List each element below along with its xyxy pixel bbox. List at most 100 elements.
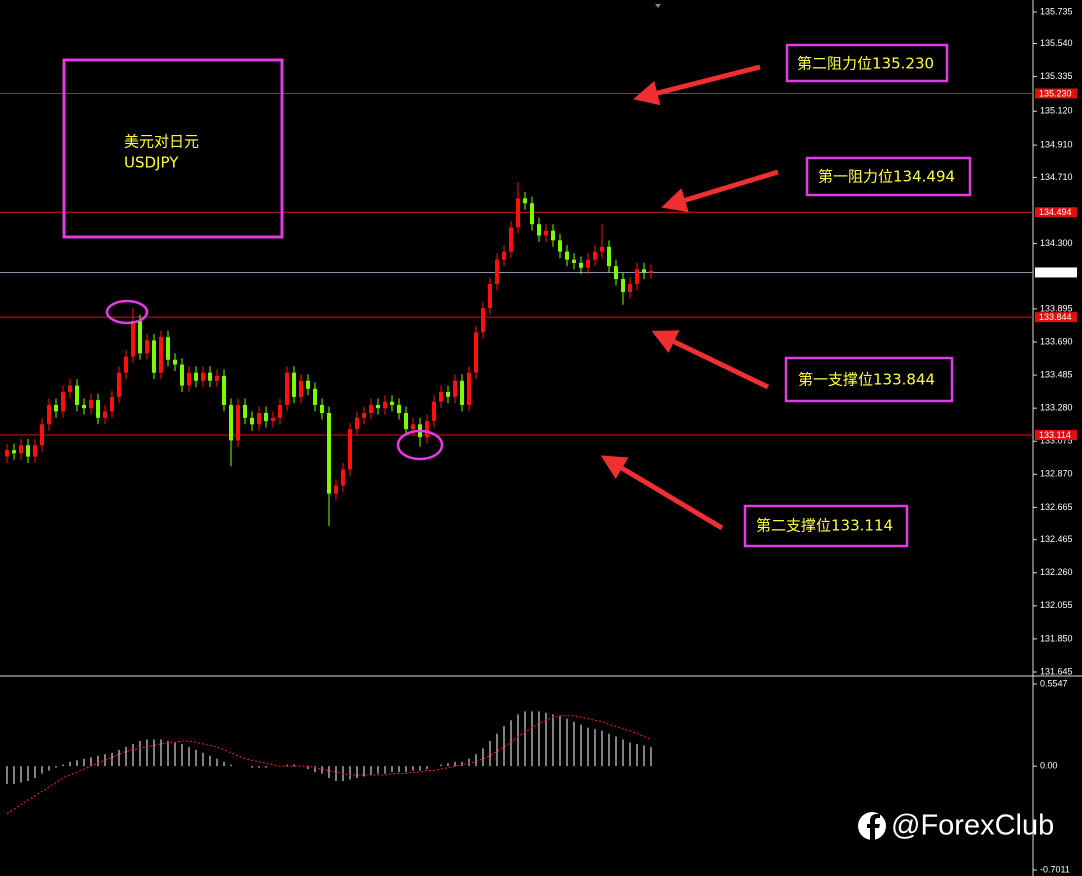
candle-body [404, 413, 408, 430]
candle-body [397, 404, 401, 414]
level-tag [1035, 267, 1077, 278]
candle-body [250, 417, 254, 425]
candle-body [5, 450, 9, 457]
candle-body [390, 401, 394, 405]
y-tick-label: 134.710 [1040, 172, 1073, 182]
candle-body [68, 385, 72, 393]
candle-body [355, 417, 359, 430]
arrow [651, 330, 770, 390]
candle-body [530, 203, 534, 225]
y-tick-label: 131.850 [1040, 633, 1073, 643]
candle-body [635, 269, 639, 284]
annotation-box [805, 156, 972, 197]
level-label: 133.844 [1039, 312, 1072, 322]
candle-body [103, 411, 107, 418]
candle-body [110, 396, 114, 412]
candle-body [425, 421, 429, 438]
candle-body [411, 424, 415, 430]
candle-body [376, 404, 380, 409]
candle-body [19, 445, 23, 454]
scroll-marker [655, 4, 661, 8]
candle-body [229, 404, 233, 441]
candle-body [509, 227, 513, 252]
candle-body [565, 251, 569, 260]
candle-body [82, 404, 86, 409]
macd-panel: 0.5547 0.00 -0.7011 [6, 678, 1070, 874]
level-tag [1035, 429, 1077, 440]
candle-body [40, 424, 44, 446]
y-tick-label: 133.075 [1040, 436, 1073, 446]
candle-body [117, 372, 121, 397]
candle-body [89, 400, 93, 409]
candle-body [481, 308, 485, 333]
candle-body [194, 372, 198, 381]
candle-body [54, 404, 58, 412]
y-tick-label: 132.465 [1040, 534, 1073, 544]
candle-body [432, 401, 436, 422]
candle-body [173, 359, 177, 365]
y-tick-label: 132.665 [1040, 502, 1073, 512]
y-tick-label: 0.00 [1040, 761, 1058, 771]
annotation-box [785, 43, 949, 83]
candle-body [628, 283, 632, 292]
y-tick-label: 132.870 [1040, 469, 1073, 479]
candle-body [586, 259, 590, 268]
y-tick-label: 134.910 [1040, 140, 1073, 150]
y-tick-label: 134.300 [1040, 238, 1073, 248]
watermark: @ForexClub [891, 810, 1054, 842]
candle-body [47, 404, 51, 425]
candle-body [306, 380, 310, 389]
candle-body [383, 401, 387, 409]
candle-body [131, 321, 135, 357]
candle-body [222, 375, 226, 405]
y-tick-label: 0.5547 [1040, 678, 1068, 688]
candle-body [292, 372, 296, 397]
candle-body [369, 404, 373, 414]
symbol-code: USDJPY [124, 154, 179, 172]
candle-body [285, 372, 289, 405]
y-tick-label: -0.7011 [1040, 864, 1070, 874]
arrow [661, 169, 779, 213]
annotation: 第一支撑位133.844 [798, 371, 935, 389]
candle-body [523, 198, 527, 204]
candle-body [579, 262, 583, 268]
candle-body [572, 259, 576, 263]
candle-body [33, 445, 37, 457]
arrow [600, 455, 724, 531]
y-tick-label: 131.645 [1040, 666, 1073, 676]
annotation: 第二阻力位135.230 [797, 55, 934, 73]
y-tick-label: 133.280 [1040, 403, 1073, 413]
candle-body [271, 417, 275, 422]
y-tick-label: 135.735 [1040, 6, 1073, 16]
candle-body [495, 259, 499, 284]
level-tag [1035, 207, 1077, 218]
candle-body [138, 321, 142, 354]
level-tag [1035, 312, 1077, 323]
arrow [633, 64, 761, 106]
level-label: 135.230 [1039, 88, 1072, 98]
candle-body [12, 450, 16, 454]
candle-body [166, 337, 170, 360]
candle-body [341, 469, 345, 486]
candle-body [75, 385, 79, 405]
candle-body [215, 375, 219, 381]
y-tick-label: 132.055 [1040, 600, 1073, 610]
arrows [600, 64, 779, 531]
candle-body [348, 429, 352, 470]
candle-body [61, 392, 65, 412]
candle-body [180, 364, 184, 386]
candle-body [621, 279, 625, 292]
candle-body [159, 337, 163, 373]
highlight-circle [105, 299, 149, 325]
candle-body [201, 372, 205, 381]
candle-body [467, 372, 471, 405]
symbol-box [62, 58, 284, 239]
candle-body [334, 485, 338, 494]
level-tag [1035, 88, 1077, 99]
candle-body [474, 332, 478, 373]
candle-body [320, 404, 324, 414]
candle-body [187, 372, 191, 386]
candle-body [278, 404, 282, 418]
